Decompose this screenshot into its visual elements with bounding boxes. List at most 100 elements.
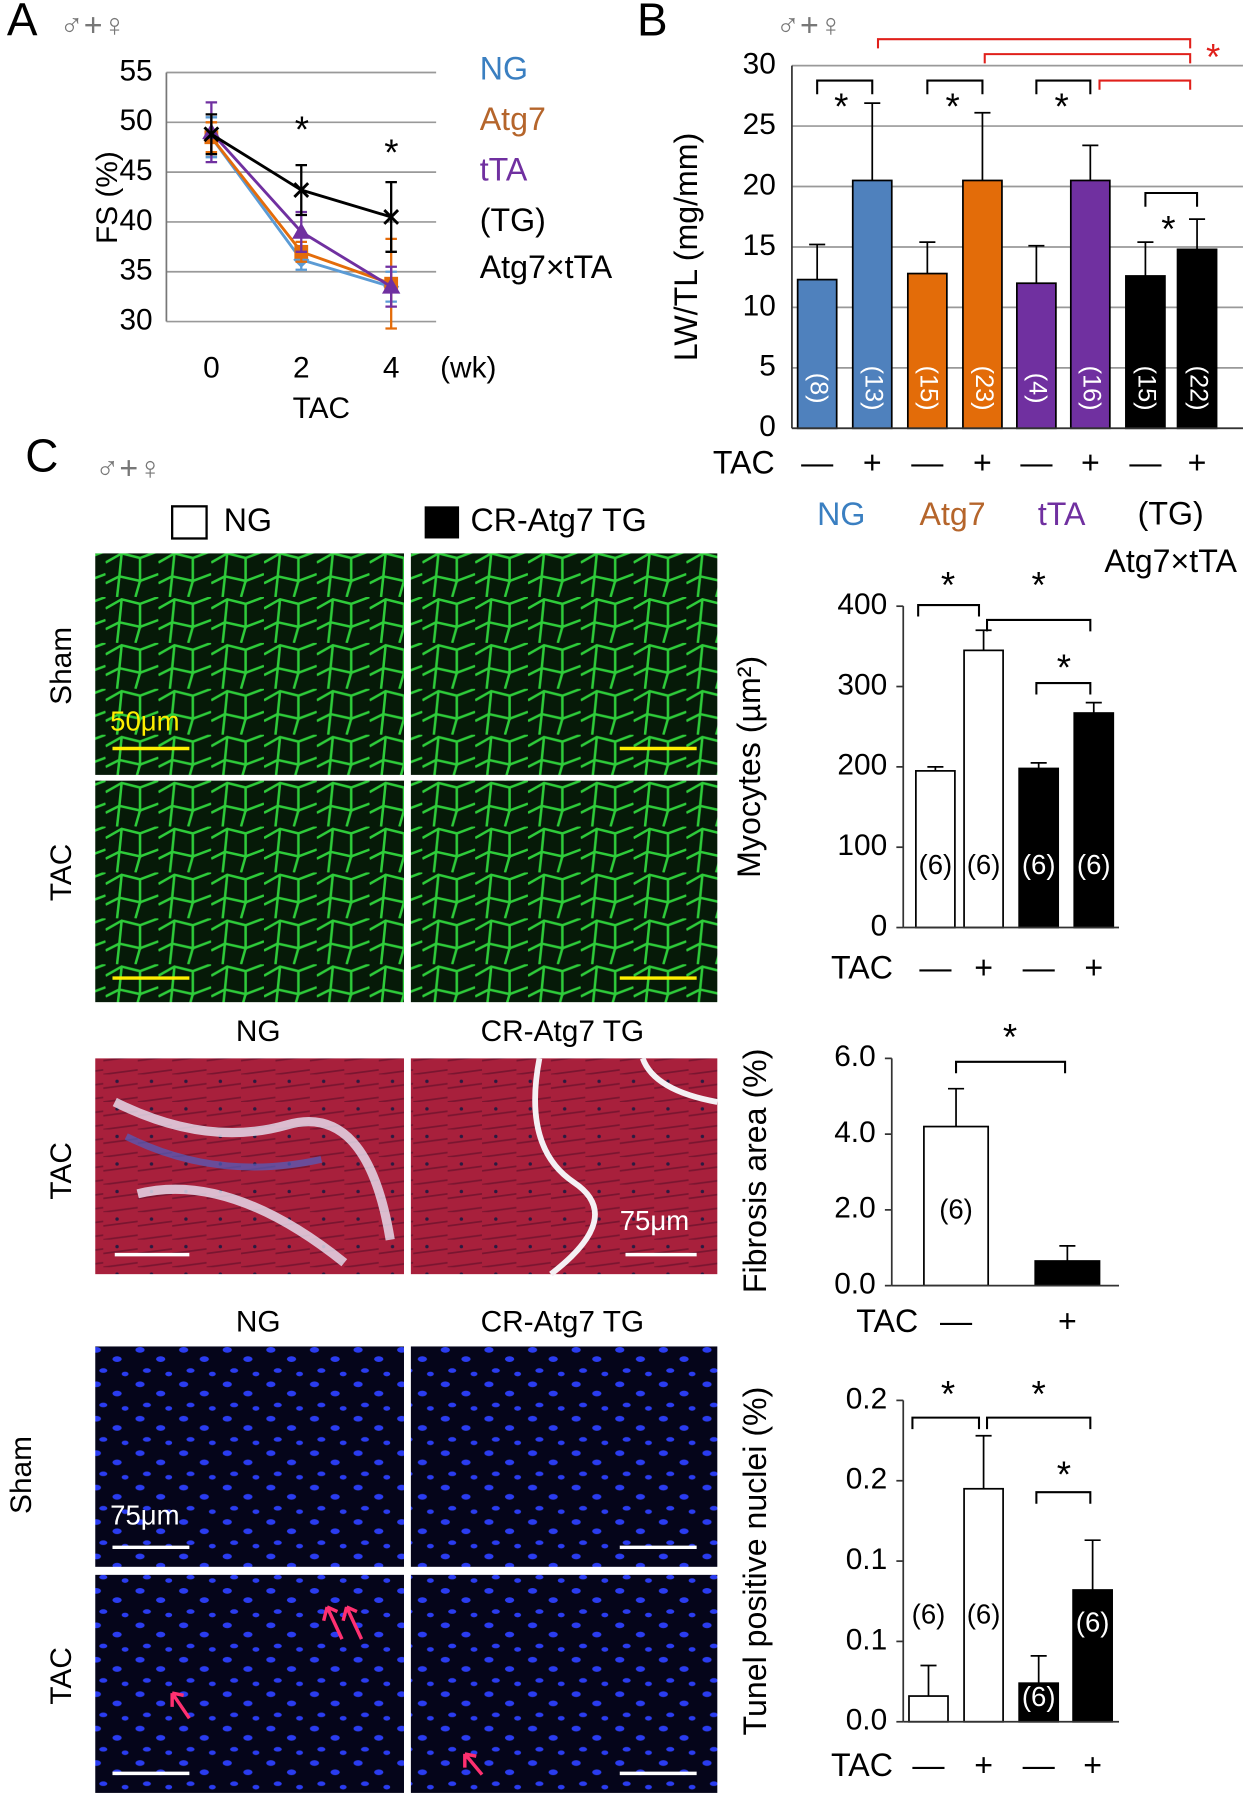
significance: *: [945, 86, 959, 127]
significance: *: [941, 1374, 955, 1415]
n-label: (6): [1077, 849, 1111, 880]
n-label: (6): [1051, 1193, 1085, 1224]
y-tick-label: 50: [119, 104, 152, 137]
bar: [908, 1695, 949, 1723]
y-tick-label: 0.2: [846, 1463, 887, 1496]
bracket: [816, 79, 874, 95]
x-tick-label: —: [1020, 445, 1053, 481]
micrograph: [95, 553, 404, 775]
significance: *: [1161, 209, 1175, 250]
error-bar: [920, 1664, 937, 1697]
row-label: TAC: [45, 1142, 78, 1199]
bracket: [1035, 1491, 1092, 1504]
n-label: (6): [967, 1598, 1001, 1629]
group-label: Atg7: [920, 496, 986, 532]
y-tick-label: 6.0: [834, 1040, 875, 1073]
panel-label: C: [25, 429, 58, 481]
micrograph: [410, 1058, 718, 1275]
error-bar: [975, 629, 992, 651]
y-tick-label: 20: [743, 168, 776, 201]
bracket: [926, 79, 984, 95]
label: Atg7: [479, 101, 546, 137]
y-tick-label: 45: [119, 154, 152, 187]
y-tick-label: 30: [119, 303, 152, 336]
column-label: CR-Atg7 TG: [481, 1305, 645, 1338]
marker: [383, 209, 400, 225]
label: (TG) Atg7×tTA: [479, 202, 613, 285]
significance: *: [1057, 1454, 1071, 1495]
panel-label: A: [7, 0, 38, 45]
error-bar: [1059, 1245, 1076, 1262]
significance: *: [384, 132, 398, 173]
y-tick-label: 100: [837, 829, 887, 862]
y-axis-label: FS (%): [91, 151, 124, 244]
x-tick-label: +: [1081, 445, 1100, 481]
bracket: [1035, 79, 1092, 95]
bar: [796, 278, 838, 430]
legend-label: NG: [224, 502, 272, 538]
n-label: (15): [915, 366, 943, 411]
marker: [203, 126, 220, 143]
label: NG: [479, 50, 528, 87]
x-tick-label: —: [912, 1747, 945, 1783]
legend-label: CR-Atg7 TG: [471, 502, 647, 538]
x-tick-label: —: [919, 949, 952, 985]
y-tick-label: 35: [119, 254, 152, 287]
legend-swatch: [424, 506, 460, 539]
y-tick-label: 0: [871, 909, 888, 942]
x-tick-label: +: [973, 445, 992, 481]
x-tick-label: 4: [383, 352, 400, 385]
y-tick-label: 55: [119, 54, 152, 87]
group-label: NG: [817, 496, 865, 532]
legend-swatch: [171, 505, 208, 540]
x-tick-label: +: [1188, 445, 1207, 481]
x-tick-label: 0: [203, 352, 220, 385]
significance: *: [1032, 1374, 1046, 1415]
significance: *: [834, 86, 848, 127]
n-label: (6): [912, 1598, 946, 1629]
significance: *: [1003, 1017, 1017, 1058]
x-axis-label: TAC: [856, 1303, 918, 1339]
bracket: [985, 618, 1092, 632]
n-label: (4): [1024, 373, 1052, 404]
y-tick-label: 4.0: [834, 1116, 875, 1149]
micrograph: [95, 1574, 404, 1793]
bracket: [955, 1060, 1067, 1074]
micrograph: [95, 780, 404, 1003]
error-bar: [1082, 144, 1099, 181]
panel-label: B: [637, 0, 668, 45]
label: tTA: [479, 151, 528, 188]
micrograph: [410, 1346, 718, 1567]
marker: [381, 277, 401, 294]
n-label: (6): [1022, 1681, 1056, 1712]
scale-label: 75μm: [620, 1205, 689, 1236]
n-label: (6): [1076, 1606, 1110, 1637]
error-bar: [1085, 701, 1102, 714]
y-tick-label: 15: [743, 229, 776, 262]
y-tick-label: 0.0: [846, 1704, 887, 1737]
wrapped-label: (TG) Atg7×tTA: [479, 202, 613, 285]
y-tick-label: 10: [743, 289, 776, 322]
micrograph: [410, 553, 718, 775]
sex-label: ♂+♀: [776, 7, 843, 43]
x-tick-label: +: [974, 1747, 993, 1783]
x-axis-label: TAC: [831, 949, 893, 985]
bracket: [1098, 79, 1192, 90]
fibrosis: [124, 1133, 323, 1171]
marker: [293, 182, 310, 198]
scale-bars: [112, 746, 697, 1776]
micrograph: [410, 1574, 718, 1793]
bracket: [917, 604, 981, 617]
significance: *: [1054, 86, 1068, 127]
y-tick-label: 30: [743, 47, 776, 80]
error-bar: [809, 243, 826, 280]
label: (TG) Atg7×tTA: [1104, 496, 1237, 579]
error-bar: [919, 241, 936, 274]
column-label: CR-Atg7 TG: [481, 1015, 645, 1048]
bracket: [1035, 682, 1092, 695]
wrapped-label: (TG) Atg7×tTA: [1104, 496, 1237, 579]
y-tick-label: 25: [743, 108, 776, 141]
n-label: (22): [1184, 366, 1212, 411]
significance: *: [1206, 37, 1220, 78]
